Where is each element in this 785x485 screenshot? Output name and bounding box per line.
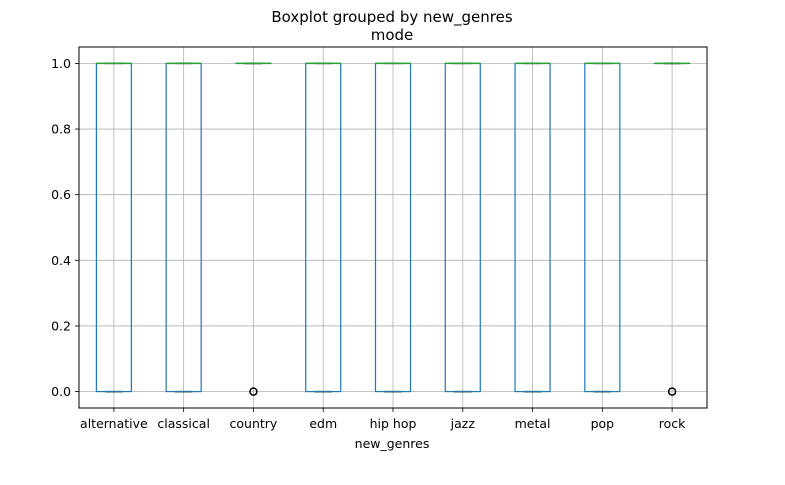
y-tick-label: 1.0 bbox=[51, 56, 71, 71]
y-tick-label: 0.8 bbox=[51, 122, 71, 137]
x-axis: alternative classical country edm hip hop jaz… bbox=[80, 408, 686, 431]
x-tick-label: jazz bbox=[450, 416, 476, 431]
x-tick-label: alternative bbox=[80, 416, 148, 431]
x-tick-label: edm bbox=[309, 416, 337, 431]
x-tick-label: rock bbox=[659, 416, 686, 431]
x-tick-label: country bbox=[230, 416, 278, 431]
chart-subtitle: mode bbox=[371, 26, 414, 44]
y-axis: 0.0 0.2 0.4 0.6 0.8 1.0 bbox=[51, 56, 79, 399]
x-tick-label: hip hop bbox=[370, 416, 417, 431]
y-tick-label: 0.0 bbox=[51, 384, 71, 399]
x-axis-label: new_genres bbox=[355, 436, 430, 451]
y-tick-label: 0.4 bbox=[51, 253, 71, 268]
x-tick-label: pop bbox=[591, 416, 615, 431]
y-tick-label: 0.6 bbox=[51, 187, 71, 202]
y-tick-label: 0.2 bbox=[51, 318, 71, 333]
grid-lines bbox=[79, 47, 707, 408]
x-tick-label: metal bbox=[515, 416, 551, 431]
chart-title: Boxplot grouped by new_genres bbox=[271, 8, 512, 27]
x-tick-label: classical bbox=[157, 416, 210, 431]
